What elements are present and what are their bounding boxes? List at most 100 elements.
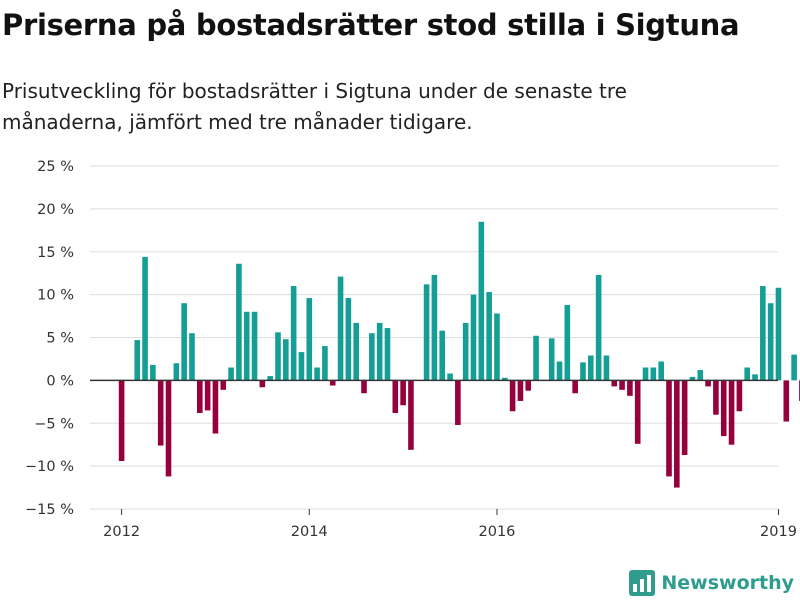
- bar: [517, 380, 524, 401]
- bar: [361, 380, 367, 394]
- bar: [775, 287, 782, 381]
- y-tick-label: −10 %: [25, 459, 74, 475]
- bar: [376, 322, 383, 381]
- bar: [478, 221, 485, 381]
- bar: [572, 380, 578, 394]
- bar: [588, 355, 594, 381]
- newsworthy-brand: Newsworthy: [629, 567, 794, 599]
- bar: [150, 364, 156, 381]
- bar: [400, 380, 406, 406]
- page-title: Priserna på bostadsrätter stod stilla i …: [2, 8, 740, 42]
- bar: [392, 380, 399, 413]
- bar: [290, 286, 297, 381]
- bar: [705, 380, 711, 387]
- bar: [533, 335, 539, 381]
- y-axis-ticks: −15 % −10 % −5 % 0 % 5 % 10 % 15 % 20 % 25 %: [25, 159, 74, 518]
- bar: [619, 380, 625, 390]
- bar: [713, 380, 719, 415]
- x-tick-label: 2012: [103, 524, 140, 540]
- bar: [486, 292, 492, 381]
- y-tick-label: 15 %: [37, 245, 74, 261]
- bar: [142, 256, 148, 381]
- bar: [243, 311, 250, 381]
- bar: [556, 361, 563, 381]
- bar: [509, 380, 516, 412]
- bar: [689, 376, 696, 381]
- bar: [118, 380, 125, 461]
- bar: [408, 380, 414, 450]
- x-tick-label: 2016: [479, 524, 516, 540]
- y-tick-label: 5 %: [46, 331, 74, 347]
- bar: [181, 303, 187, 381]
- bar: [501, 377, 508, 381]
- bar: [197, 380, 203, 413]
- brand-name: Newsworthy: [661, 572, 794, 594]
- bar: [165, 380, 172, 477]
- bar: [760, 286, 766, 381]
- bar: [720, 380, 727, 437]
- y-tick-label: −15 %: [25, 502, 74, 518]
- bar: [306, 298, 313, 381]
- bar: [353, 322, 359, 381]
- bar: [603, 355, 610, 381]
- bar: [767, 303, 774, 381]
- bar: [494, 313, 500, 381]
- bar: [212, 380, 219, 434]
- bar: [666, 380, 672, 477]
- bar: [314, 367, 320, 381]
- bar: [580, 362, 586, 381]
- bar: [595, 274, 602, 381]
- bar: [455, 380, 461, 425]
- y-tick-label: 20 %: [37, 202, 74, 218]
- bar: [220, 380, 227, 390]
- bar: [369, 333, 375, 381]
- bar: [548, 338, 555, 381]
- bar: [783, 380, 790, 422]
- bar: [752, 374, 758, 381]
- bar: [431, 274, 438, 381]
- bar: [329, 380, 336, 386]
- bar: [322, 346, 328, 381]
- bar: [642, 367, 649, 381]
- bar: [275, 332, 281, 381]
- bar: [681, 380, 688, 455]
- bar: [674, 380, 680, 488]
- y-tick-label: 0 %: [46, 373, 74, 389]
- bar: [744, 367, 750, 381]
- bar: [337, 276, 344, 381]
- bar: [791, 354, 797, 381]
- bar: [611, 380, 618, 387]
- y-tick-label: 10 %: [37, 288, 74, 304]
- bar: [447, 373, 453, 381]
- bar-chart: −15 % −10 % −5 % 0 % 5 % 10 % 15 % 20 % 25 % 201…: [25, 159, 800, 540]
- bar: [525, 380, 532, 391]
- bars: [118, 221, 800, 488]
- bar: [423, 284, 430, 381]
- bar: [298, 352, 305, 381]
- bar: [134, 340, 141, 381]
- x-tick-label: 2014: [291, 524, 328, 540]
- bar: [697, 370, 704, 381]
- bar: [564, 304, 571, 381]
- newsworthy-logo-icon: [629, 570, 656, 596]
- bar: [157, 380, 164, 446]
- bar: [634, 380, 641, 444]
- bar: [189, 333, 195, 381]
- x-tick-label: 2019: [760, 524, 797, 540]
- bar: [728, 380, 735, 445]
- y-tick-label: 25 %: [37, 159, 74, 175]
- bar: [228, 367, 234, 381]
- bar: [259, 380, 266, 388]
- x-axis-ticks: 2012201420162019202120232025: [103, 509, 797, 540]
- bar: [267, 376, 273, 381]
- bar: [345, 298, 352, 381]
- bar: [251, 311, 258, 381]
- bar: [736, 380, 743, 412]
- bar: [204, 380, 211, 411]
- bar: [236, 263, 242, 381]
- bar: [470, 294, 477, 381]
- y-tick-label: −5 %: [34, 416, 74, 432]
- bar: [658, 361, 664, 381]
- bar: [173, 363, 180, 381]
- bar: [650, 367, 657, 381]
